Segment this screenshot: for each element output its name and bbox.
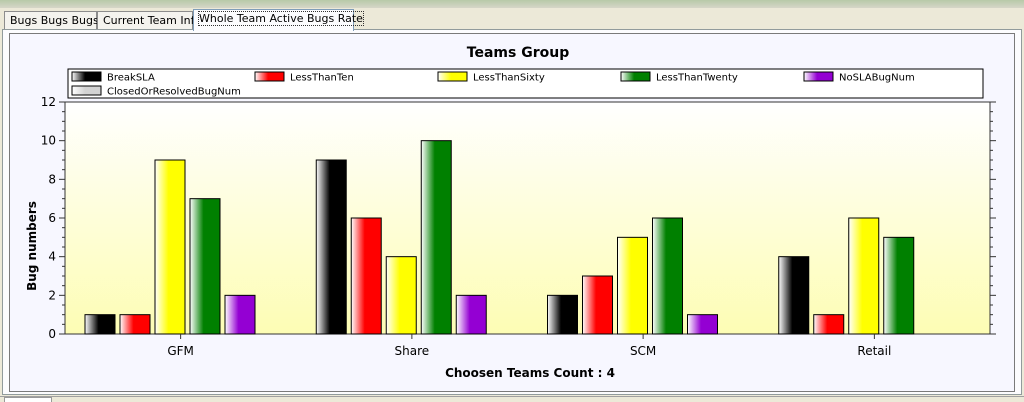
legend-swatch-less-than-twenty [620,71,651,82]
bar-less-than-sixty-share[interactable] [385,256,417,335]
legend-label-less-than-twenty: LessThanTwenty [656,73,738,84]
tab-whole-team-active-bugs-rate[interactable]: Whole Team Active Bugs Rate [193,9,364,31]
tab-label: Current Team Info [103,14,202,27]
y-tick-label: 10 [41,134,56,148]
legend-label-less-than-ten: LessThanTen [290,73,354,84]
bar-break-sla-retail[interactable] [778,256,810,335]
bar-no-slabug-num-share[interactable] [455,294,487,335]
y-tick-label: 8 [48,172,56,186]
bar-less-than-sixty-gfm[interactable] [154,159,186,335]
bar-no-slabug-num-scm[interactable] [687,314,718,335]
bar-less-than-twenty-share[interactable] [420,140,452,335]
x-tick-label-scm: SCM [630,344,656,358]
bar-break-sla-scm[interactable] [547,294,578,335]
tab-label: Bugs Bugs Bugs [10,14,99,27]
tab-label: Whole Team Active Bugs Rate [198,11,364,26]
bar-break-sla-share[interactable] [315,159,347,335]
bar-no-slabug-num-gfm[interactable] [224,294,256,335]
bar-break-sla-gfm[interactable] [84,314,116,335]
y-tick-label: 0 [48,327,56,341]
chart-title: Teams Group [467,45,569,61]
x-tick-label-gfm: GFM [167,344,194,358]
bar-less-than-ten-retail[interactable] [813,314,845,335]
bar-less-than-twenty-gfm[interactable] [189,198,221,335]
bar-less-than-twenty-scm[interactable] [652,217,683,335]
legend-swatch-no-slabug-num [803,71,834,82]
y-axis-title: Bug numbers [25,201,39,291]
bar-less-than-ten-gfm[interactable] [119,314,151,335]
y-tick-label: 2 [48,288,56,302]
legend-swatch-closed-or-resolved-bug-num [71,85,102,96]
legend-swatch-break-sla [71,71,102,82]
y-tick-label: 12 [41,95,56,109]
bottom-bar [0,396,1024,402]
bar-chart: Teams Group BreakSLA LessThanTen LessThanS… [25,45,996,380]
legend-label-break-sla: BreakSLA [107,73,155,84]
legend: BreakSLA LessThanTen LessThanSixty LessThan… [67,68,984,99]
x-tick-label-share: Share [395,344,430,358]
legend-label-less-than-sixty: LessThanSixty [473,73,545,84]
legend-label-closed-or-resolved-bug-num: ClosedOrResolvedBugNum [107,87,241,98]
legend-swatch-less-than-ten [254,71,285,82]
bar-less-than-sixty-retail[interactable] [848,217,880,335]
bar-less-than-ten-share[interactable] [350,217,382,335]
y-tick-label: 4 [48,250,56,264]
window-top-strip [0,0,1024,8]
tab-bugs-bugs-bugs[interactable]: Bugs Bugs Bugs [4,11,99,30]
bar-less-than-twenty-retail[interactable] [883,236,915,335]
bar-less-than-ten-scm[interactable] [582,275,613,335]
tab-bar: Bugs Bugs Bugs Current Team Info Whole T… [0,8,1024,31]
chart-frame: Teams Group BreakSLA LessThanTen LessThanS… [9,33,1015,392]
x-tick-label-retail: Retail [857,344,891,358]
legend-label-no-slabug-num: NoSLABugNum [839,73,915,84]
bottom-tab[interactable] [4,397,52,402]
tab-current-team-info[interactable]: Current Team Info [97,11,201,30]
legend-swatch-less-than-sixty [437,71,468,82]
y-tick-label: 6 [48,211,56,225]
plot-area: 0 2 4 6 8 10 12 GFM Share SCM Retail [41,95,996,358]
bar-less-than-sixty-scm[interactable] [617,236,648,335]
x-axis-title: Choosen Teams Count : 4 [445,366,615,380]
